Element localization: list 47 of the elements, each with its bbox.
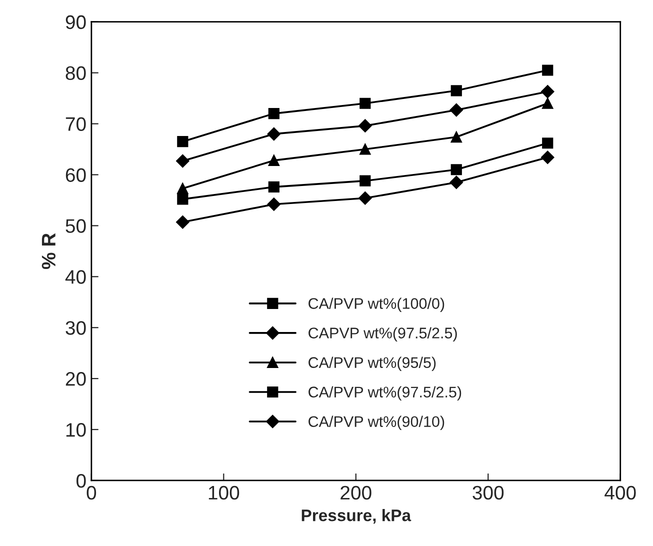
point [450,85,462,96]
point [177,182,188,194]
y-tick-label: 70 [66,117,86,131]
x-tick-label: 0 [86,486,96,500]
point [542,98,554,109]
point [177,136,188,148]
y-tick-label: 20 [66,372,86,386]
legend-label: CA/PVP wt%(95/5) [308,356,436,371]
legend-label: CA/PVP wt%(97.5/2.5) [308,386,462,401]
y-tick-label: 10 [66,422,86,437]
x-tick-label: 400 [604,486,636,500]
y-tick-label: 60 [66,168,86,182]
y-tick-label: 90 [66,15,86,30]
x-tick-label: 100 [208,486,240,500]
y-tick-label: 30 [66,321,86,335]
point [360,144,371,155]
point [360,175,371,186]
point [450,131,462,143]
point [541,85,554,98]
x-tick-label: 200 [340,486,372,500]
legend-label: CAPVP wt%(97.5/2.5) [308,327,457,342]
point [268,108,280,120]
y-axis-title: % R [42,233,56,270]
legend-label: CA/PVP wt%(90/10) [308,416,444,430]
point [358,119,372,132]
x-axis-title: Pressure, kPa [302,509,412,524]
point [358,192,372,205]
point [450,176,463,189]
point [268,181,280,193]
y-tick-label: 50 [66,219,86,233]
point [542,64,554,76]
point [542,138,554,149]
y-tick-label: 0 [76,474,86,488]
point [360,98,371,109]
point [450,164,462,176]
legend-label: CA/PVP wt%(100/0) [308,298,444,312]
point [267,127,280,141]
point [268,154,280,166]
point [177,194,188,205]
point [450,103,463,117]
point [176,216,190,229]
y-tick-label: 80 [66,66,86,80]
point [541,150,554,164]
x-tick-label: 300 [472,486,504,500]
y-tick-label: 40 [65,270,86,284]
point [176,154,190,168]
point [267,198,280,211]
